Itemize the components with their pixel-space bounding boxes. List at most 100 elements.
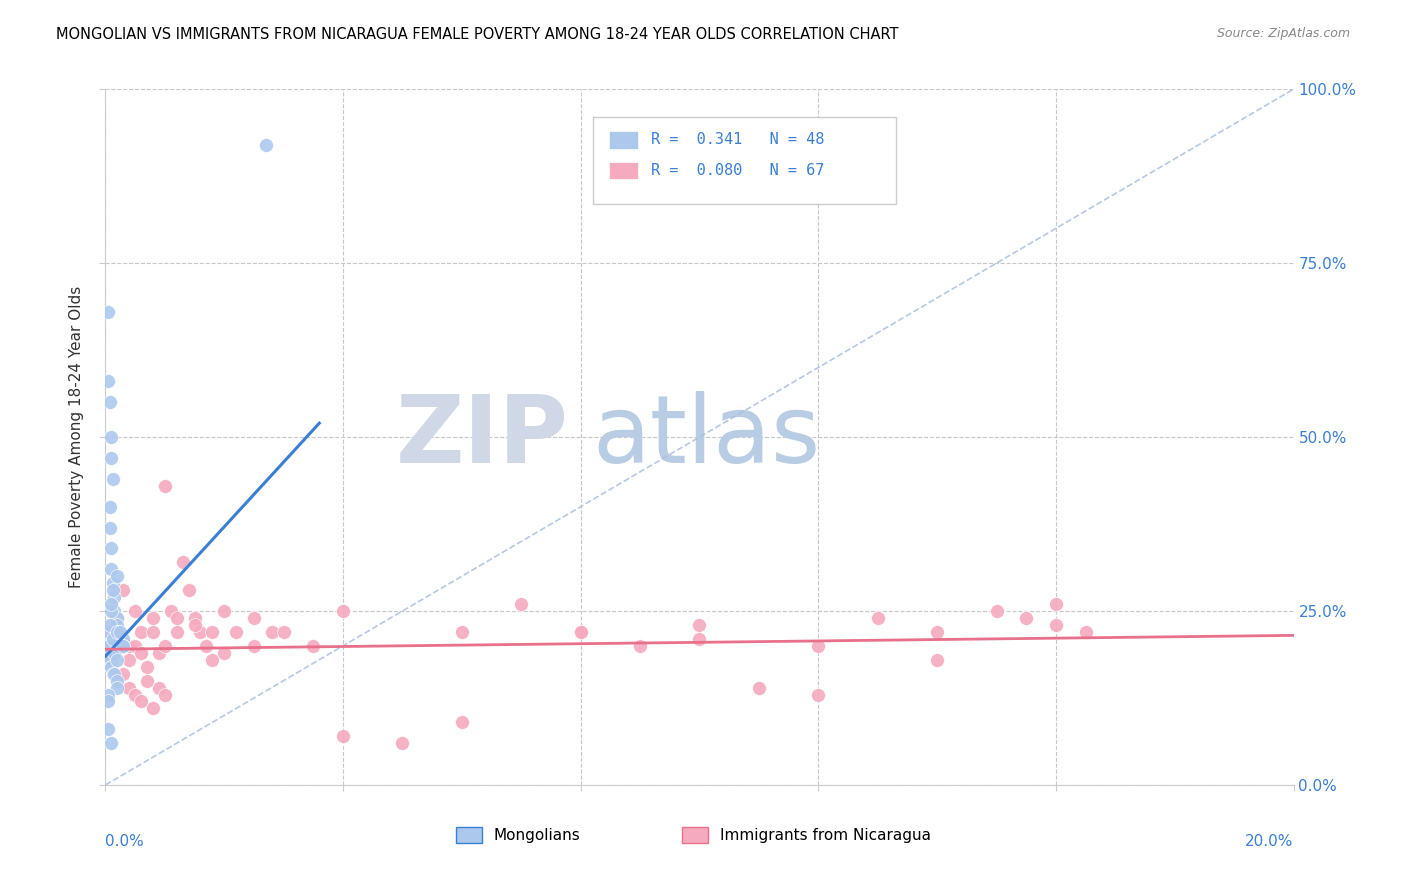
Point (136, 673, 159, 688)
Point (100, 736, 122, 750)
Point (214, 646, 236, 660)
Point (105, 618, 128, 632)
Point (100, 604, 122, 618)
Point (136, 659, 159, 673)
Text: Mongolians: Mongolians (494, 828, 581, 843)
Text: ZIP: ZIP (396, 391, 569, 483)
Point (450, 624, 472, 639)
Point (172, 555, 194, 569)
FancyBboxPatch shape (592, 117, 896, 204)
Point (112, 583, 135, 598)
Point (927, 624, 949, 639)
Point (100, 430, 122, 444)
Point (101, 632, 124, 646)
Point (748, 681, 770, 695)
Point (105, 611, 128, 625)
Point (103, 646, 125, 660)
Point (177, 583, 200, 598)
Point (129, 694, 152, 708)
Point (153, 688, 176, 702)
Point (332, 729, 354, 743)
Point (628, 639, 651, 653)
Point (118, 681, 141, 695)
Point (254, 137, 277, 152)
Text: atlas: atlas (592, 391, 821, 483)
Point (97, 624, 120, 639)
Point (97, 723, 120, 737)
Point (260, 624, 283, 639)
Point (166, 624, 188, 639)
Point (97, 646, 120, 660)
Point (214, 604, 236, 618)
Point (195, 639, 218, 653)
Text: R =  0.080   N = 67: R = 0.080 N = 67 (651, 163, 824, 178)
Point (110, 624, 132, 639)
Point (97, 305, 120, 319)
Point (302, 639, 325, 653)
Point (148, 646, 170, 660)
Point (807, 688, 830, 702)
Point (183, 618, 205, 632)
Point (98, 618, 121, 632)
Text: Source: ZipAtlas.com: Source: ZipAtlas.com (1216, 27, 1350, 40)
Text: 20.0%: 20.0% (1246, 834, 1294, 848)
Point (201, 624, 224, 639)
Point (142, 701, 165, 715)
Point (103, 590, 125, 604)
Point (97, 639, 120, 653)
Point (105, 673, 128, 688)
Point (225, 624, 247, 639)
Point (112, 632, 135, 646)
Point (100, 562, 122, 576)
Point (166, 611, 188, 625)
Point (332, 604, 354, 618)
Point (100, 597, 122, 611)
Point (391, 736, 413, 750)
Point (153, 479, 176, 493)
Point (101, 472, 124, 486)
Point (110, 632, 132, 646)
Point (689, 632, 711, 646)
Point (190, 624, 212, 639)
Point (243, 639, 266, 653)
Point (105, 569, 128, 583)
Point (201, 653, 224, 667)
Point (1074, 624, 1097, 639)
Point (100, 659, 122, 673)
Point (118, 639, 141, 653)
Point (105, 624, 128, 639)
Point (97, 694, 120, 708)
Point (866, 611, 889, 625)
Point (450, 715, 472, 730)
Point (124, 688, 146, 702)
Point (689, 618, 711, 632)
Point (97, 624, 120, 639)
Point (100, 653, 122, 667)
Point (97, 646, 120, 660)
Text: R =  0.341   N = 48: R = 0.341 N = 48 (651, 133, 824, 147)
Point (153, 639, 176, 653)
Point (986, 604, 1008, 618)
Point (100, 659, 122, 673)
Text: 0.0%: 0.0% (105, 834, 145, 848)
Point (1015, 611, 1038, 625)
Point (103, 666, 125, 681)
Point (100, 639, 122, 653)
Point (124, 604, 146, 618)
Point (183, 611, 205, 625)
Bar (682, 828, 707, 843)
Point (105, 681, 128, 695)
Point (273, 624, 295, 639)
Point (100, 450, 122, 465)
Point (105, 624, 128, 639)
Point (142, 624, 165, 639)
Point (243, 611, 266, 625)
Point (129, 624, 152, 639)
Point (98, 500, 121, 514)
Point (112, 666, 135, 681)
Point (101, 583, 124, 598)
Point (101, 666, 124, 681)
Text: MONGOLIAN VS IMMIGRANTS FROM NICARAGUA FEMALE POVERTY AMONG 18-24 YEAR OLDS CORR: MONGOLIAN VS IMMIGRANTS FROM NICARAGUA F… (56, 27, 898, 42)
Point (118, 653, 141, 667)
Y-axis label: Female Poverty Among 18-24 Year Olds: Female Poverty Among 18-24 Year Olds (69, 286, 84, 588)
